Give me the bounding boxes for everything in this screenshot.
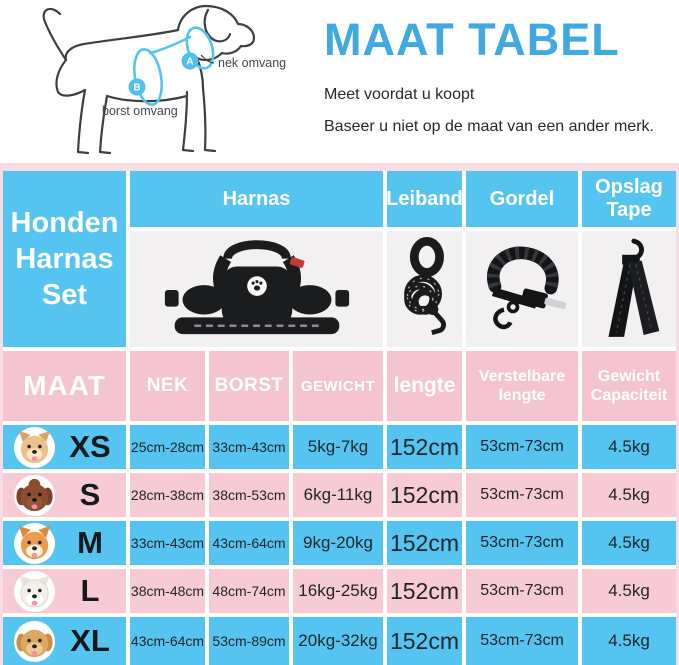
marker-a-letter: A: [186, 57, 193, 68]
title-block: MAAT TABEL Meet voordat u koopt Baseer u…: [322, 0, 654, 163]
size-label: XL: [70, 623, 110, 658]
xs-verstelbare-value: 53cm-73cm: [466, 425, 578, 469]
xs-capaciteit-value: 4.5kg: [582, 425, 676, 469]
column-header-harnas: Harnas: [130, 171, 383, 227]
shiba-dog-photo: [13, 522, 56, 564]
seatbelt-image: [487, 246, 567, 330]
l-lengte-value: 152cm: [387, 569, 462, 613]
page-title: MAAT TABEL: [324, 14, 620, 65]
m-lengte-value: 152cm: [387, 521, 462, 565]
l-borst-value: 48cm-74cm: [209, 569, 289, 613]
pomeranian-dog-photo: [13, 426, 56, 468]
set-title-cell: Honden Harnas Set: [3, 171, 126, 347]
table-row-xs-size-cell: XS: [3, 425, 126, 469]
column-header-gordel: Gordel: [466, 171, 578, 227]
chest-strap-line: [133, 48, 163, 106]
neck-strap-line: [185, 26, 215, 70]
seatbelt-image-cell: [466, 231, 578, 347]
l-nek-value: 38cm-48cm: [130, 569, 205, 613]
leash-image: [403, 237, 446, 336]
table-row-m-size-cell: M: [3, 521, 126, 565]
column-header-gewicht: GEWICHT: [293, 351, 383, 421]
size-label: XS: [69, 429, 111, 464]
s-lengte-value: 152cm: [387, 473, 462, 517]
m-nek-value: 33cm-43cm: [130, 521, 205, 565]
m-verstelbare-value: 53cm-73cm: [466, 521, 578, 565]
samoyed-dog-photo: [13, 570, 56, 612]
storage-tape-image: [608, 238, 660, 337]
top-section: A B nek omvang borst omvang MAAT TABEL M…: [0, 0, 679, 163]
s-verstelbare-value: 53cm-73cm: [466, 473, 578, 517]
column-header-opslag-tape: Opslag Tape: [582, 171, 676, 227]
table-row-l-size-cell: L: [3, 569, 126, 613]
harness-image: [164, 240, 349, 335]
subtitle-measure: Meet voordat u koopt: [324, 86, 475, 104]
poodle-dog-photo: [13, 474, 56, 516]
xl-nek-value: 43cm-64cm: [130, 617, 205, 665]
column-header-maat: MAAT: [3, 351, 126, 421]
column-header-borst: BORST: [209, 351, 289, 421]
marker-b-letter: B: [133, 83, 140, 94]
l-verstelbare-value: 53cm-73cm: [466, 569, 578, 613]
xs-lengte-value: 152cm: [387, 425, 462, 469]
marker-a-badge: [181, 52, 199, 70]
column-header-verstelbare-lengte: Verstelbare lengte: [466, 351, 578, 421]
xl-capaciteit-value: 4.5kg: [582, 617, 676, 665]
s-capaciteit-value: 4.5kg: [582, 473, 676, 517]
column-header-lengte: lengte: [387, 351, 462, 421]
neck-measure-label: nek omvang: [218, 56, 286, 70]
s-gewicht-value: 6kg-11kg: [293, 473, 383, 517]
s-borst-value: 38cm-53cm: [209, 473, 289, 517]
xl-gewicht-value: 20kg-32kg: [293, 617, 383, 665]
table-row-xl-size-cell: XL: [3, 617, 126, 665]
l-capaciteit-value: 4.5kg: [582, 569, 676, 613]
harness-image-cell: [130, 231, 383, 347]
size-label: M: [77, 525, 103, 560]
xl-lengte-value: 152cm: [387, 617, 462, 665]
subtitle-brand-warning: Baseer u niet op de maat van een ander m…: [324, 118, 654, 136]
m-capaciteit-value: 4.5kg: [582, 521, 676, 565]
column-header-gewicht-capaciteit: Gewicht Capaciteit: [582, 351, 676, 421]
column-header-leiband: Leiband: [387, 171, 462, 227]
l-gewicht-value: 16kg-25kg: [293, 569, 383, 613]
size-label: L: [80, 573, 100, 608]
chest-measure-label: borst omvang: [102, 104, 178, 118]
size-label: S: [79, 477, 101, 512]
leash-image-cell: [387, 231, 462, 347]
m-gewicht-value: 9kg-20kg: [293, 521, 383, 565]
marker-b-badge: [128, 78, 146, 96]
m-borst-value: 43cm-64cm: [209, 521, 289, 565]
xs-gewicht-value: 5kg-7kg: [293, 425, 383, 469]
xl-verstelbare-value: 53cm-73cm: [466, 617, 578, 665]
size-table: Honden Harnas Set Harnas Leiband Gordel …: [0, 163, 679, 665]
xl-borst-value: 53cm-89cm: [209, 617, 289, 665]
xs-borst-value: 33cm-43cm: [209, 425, 289, 469]
column-header-nek: NEK: [130, 351, 205, 421]
table-row-s-size-cell: S: [3, 473, 126, 517]
storage-tape-image-cell: [582, 231, 676, 347]
xs-nek-value: 25cm-28cm: [130, 425, 205, 469]
dog-outline-illustration: A B nek omvang borst omvang: [42, 4, 286, 155]
s-nek-value: 28cm-38cm: [130, 473, 205, 517]
dog-measurement-diagram: A B nek omvang borst omvang: [0, 0, 322, 163]
golden-retriever-dog-photo: [13, 620, 56, 662]
